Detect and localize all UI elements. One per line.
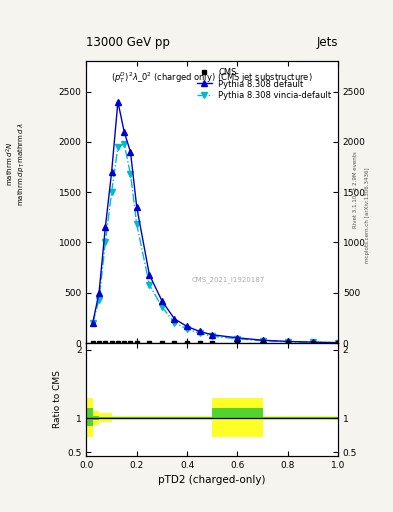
- CMS: [109, 340, 114, 346]
- Text: $(p_T^D)^2\lambda\_0^2$ (charged only) (CMS jet substructure): $(p_T^D)^2\lambda\_0^2$ (charged only) (…: [111, 70, 313, 85]
- Pythia 8.308 default: [172, 316, 177, 322]
- CMS: [128, 340, 133, 346]
- Y-axis label: Ratio to CMS: Ratio to CMS: [53, 370, 62, 429]
- Pythia 8.308 default: [90, 320, 95, 326]
- Pythia 8.308 vincia-default: [285, 338, 290, 345]
- CMS: [185, 340, 189, 346]
- Pythia 8.308 default: [260, 337, 265, 344]
- Pythia 8.308 vincia-default: [128, 171, 133, 177]
- Line: Pythia 8.308 vincia-default: Pythia 8.308 vincia-default: [90, 141, 341, 346]
- Pythia 8.308 default: [285, 338, 290, 345]
- Pythia 8.308 vincia-default: [336, 339, 340, 346]
- CMS: [197, 340, 202, 346]
- CMS: [285, 340, 290, 346]
- Pythia 8.308 default: [185, 324, 189, 330]
- Pythia 8.308 default: [109, 169, 114, 175]
- CMS: [310, 340, 315, 346]
- Pythia 8.308 vincia-default: [90, 320, 95, 326]
- CMS: [160, 340, 164, 346]
- CMS: [147, 340, 152, 346]
- Pythia 8.308 default: [160, 298, 164, 304]
- Pythia 8.308 default: [197, 328, 202, 334]
- Pythia 8.308 vincia-default: [260, 337, 265, 344]
- CMS: [172, 340, 177, 346]
- CMS: [260, 340, 265, 346]
- Pythia 8.308 vincia-default: [310, 339, 315, 346]
- Pythia 8.308 default: [128, 149, 133, 155]
- Pythia 8.308 vincia-default: [134, 221, 139, 227]
- Pythia 8.308 default: [103, 224, 108, 230]
- Pythia 8.308 vincia-default: [122, 141, 127, 147]
- Pythia 8.308 default: [310, 339, 315, 345]
- Pythia 8.308 default: [210, 332, 215, 338]
- Pythia 8.308 vincia-default: [116, 144, 120, 150]
- Pythia 8.308 vincia-default: [147, 282, 152, 288]
- Text: CMS_2021_I1920187: CMS_2021_I1920187: [192, 276, 265, 283]
- Text: mcplots.cern.ch [arXiv:1306.3436]: mcplots.cern.ch [arXiv:1306.3436]: [365, 167, 370, 263]
- Pythia 8.308 default: [336, 339, 340, 346]
- CMS: [134, 340, 139, 346]
- Pythia 8.308 default: [97, 290, 101, 296]
- CMS: [210, 340, 215, 346]
- Pythia 8.308 vincia-default: [103, 240, 108, 246]
- Pythia 8.308 vincia-default: [235, 336, 240, 342]
- Pythia 8.308 default: [122, 129, 127, 135]
- X-axis label: pTD2 (charged-only): pTD2 (charged-only): [158, 475, 266, 485]
- Pythia 8.308 default: [147, 271, 152, 278]
- Legend: CMS, Pythia 8.308 default, Pythia 8.308 vincia-default: CMS, Pythia 8.308 default, Pythia 8.308 …: [194, 66, 334, 102]
- CMS: [336, 340, 340, 346]
- Pythia 8.308 default: [116, 99, 120, 105]
- Pythia 8.308 vincia-default: [109, 189, 114, 195]
- Pythia 8.308 vincia-default: [185, 326, 189, 332]
- Text: Jets: Jets: [316, 36, 338, 49]
- Pythia 8.308 default: [134, 204, 139, 210]
- Text: $\mathrm{mathrm}\,d^2N$
$\mathrm{mathrm}\,d\,p_T\,\mathrm{mathrm}\,d\,\lambda$: $\mathrm{mathrm}\,d^2N$ $\mathrm{mathrm}…: [4, 122, 27, 206]
- CMS: [116, 340, 120, 346]
- Pythia 8.308 vincia-default: [172, 320, 177, 326]
- CMS: [122, 340, 127, 346]
- CMS: [97, 340, 101, 346]
- Pythia 8.308 vincia-default: [160, 304, 164, 310]
- Pythia 8.308 vincia-default: [97, 297, 101, 303]
- CMS: [90, 340, 95, 346]
- CMS: [235, 340, 240, 346]
- CMS: [103, 340, 108, 346]
- Line: CMS: CMS: [90, 340, 340, 346]
- Text: Rivet 3.1.10, ≥ 2.9M events: Rivet 3.1.10, ≥ 2.9M events: [353, 151, 358, 228]
- Pythia 8.308 vincia-default: [210, 333, 215, 339]
- Text: 13000 GeV pp: 13000 GeV pp: [86, 36, 170, 49]
- Pythia 8.308 default: [235, 335, 240, 341]
- Line: Pythia 8.308 default: Pythia 8.308 default: [90, 99, 341, 346]
- Pythia 8.308 vincia-default: [197, 330, 202, 336]
